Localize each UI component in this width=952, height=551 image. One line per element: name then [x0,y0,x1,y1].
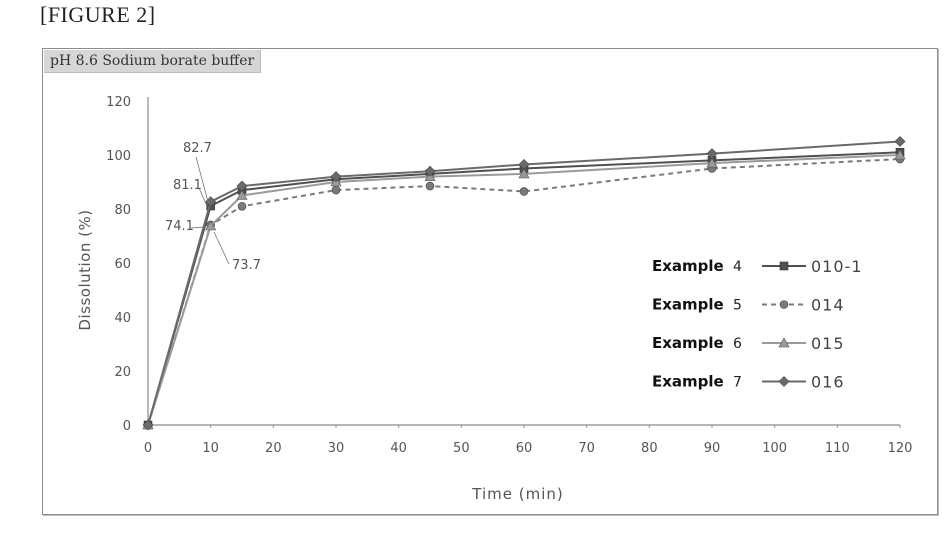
legend-swatch-marker [779,261,789,271]
data-point [518,159,530,170]
data-point [330,171,342,183]
data-point [331,185,341,195]
legend-label: Example [652,373,724,391]
series-014 [143,154,905,430]
data-point [894,149,906,160]
chart-frame [42,48,938,515]
x-tick-label: 10 [202,441,219,456]
legend-number: 7 [733,375,742,391]
data-point [894,136,906,147]
x-tick-label: 100 [762,441,787,456]
legend-item-015: Example 6 015 [652,334,845,353]
x-axis-title: Time (min) [471,485,563,503]
y-axis-title: Dissolution (%) [76,209,94,330]
y-tick-label: 0 [123,419,131,434]
y-tick-label: 100 [106,149,131,164]
x-tick-label: 20 [265,441,282,456]
annotation-label: 74.1 [165,219,194,234]
x-tick-label: 40 [390,441,407,456]
x-tick-label: 60 [516,441,533,456]
annotation-label: 81.1 [173,178,202,193]
legend-series-name: 010-1 [811,257,863,276]
data-point [519,187,529,196]
y-tick-label: 80 [114,203,131,218]
x-tick-label: 70 [578,441,595,456]
series-line-016 [147,140,901,426]
legend-label: Example [652,296,724,314]
legend-label: Example [652,257,724,275]
legend-swatch-marker [778,376,790,387]
data-point [205,220,217,231]
annotation-leader [195,156,209,202]
chart-subtitle: pH 8.6 Sodium borate buffer [44,50,262,73]
legend-number: 5 [733,298,742,314]
legend-swatch-marker [779,300,789,309]
data-point [706,148,718,160]
legend-swatch-marker [778,337,790,348]
annotation-leader [189,226,207,229]
legend-series-name: 014 [811,296,845,315]
series-lines [142,136,906,431]
legend-number: 4 [733,259,742,275]
series-line-015 [147,154,901,426]
annotation-leader [198,187,208,207]
x-tick-label: 120 [888,441,913,456]
axis-ticks: 0 10 20 30 40 50 60 70 80 90 100 110 120 0 20 40 60 80 100… [106,95,912,456]
legend-series-name: 015 [811,334,845,353]
x-tick-label: 110 [825,441,850,456]
x-tick-label: 50 [453,441,470,456]
x-tick-label: 90 [704,441,721,456]
legend-item-016: Example 7 016 [652,373,845,392]
legend-label: Example [652,334,724,352]
series-line-010-1 [147,151,901,426]
data-point [237,202,247,211]
series-016 [142,136,906,431]
y-tick-label: 120 [106,95,131,110]
y-tick-label: 60 [114,257,131,272]
x-tick-label: 80 [641,441,658,456]
legend-series-name: 016 [811,373,845,392]
legend-item-010-1: Example 4 010-1 [652,257,863,276]
data-point [236,180,248,192]
data-point [425,181,435,191]
annotation-label: 82.7 [183,141,212,156]
legend-item-014: Example 5 014 [652,296,845,315]
figure-label: [FIGURE 2] [40,2,156,27]
annotations: 82.7 81.1 74.1 73.7 [165,141,261,273]
data-point [706,157,718,168]
y-tick-label: 40 [114,311,131,326]
legend-number: 6 [733,336,742,352]
annotation-leader [213,231,230,265]
data-point [518,168,530,179]
annotation-label: 73.7 [232,258,261,273]
x-tick-label: 0 [144,441,152,456]
x-tick-label: 30 [328,441,345,456]
y-tick-label: 20 [114,365,131,380]
series-line-014 [147,158,901,426]
data-point [142,419,154,431]
data-point [424,165,436,177]
data-point [236,189,248,200]
